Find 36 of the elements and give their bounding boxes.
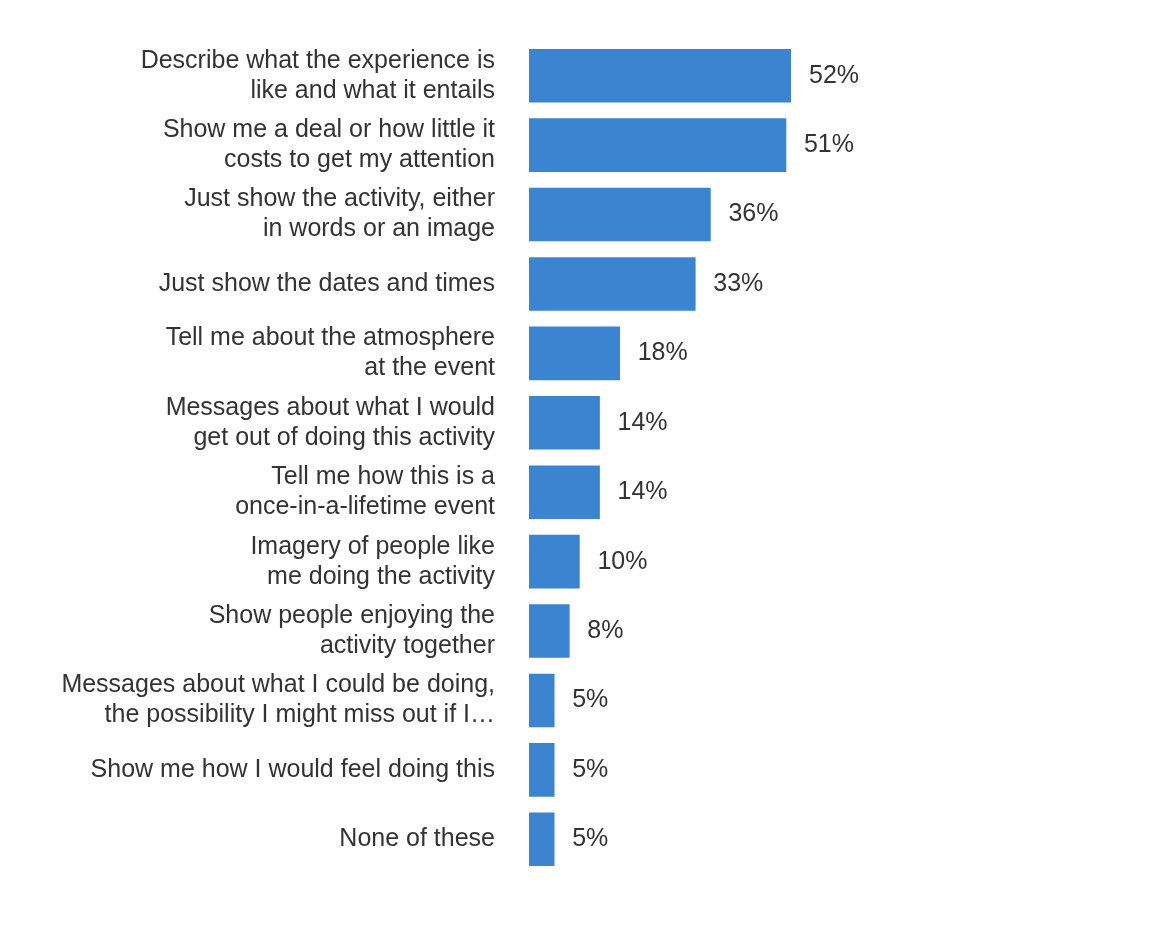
data-label: 5%	[572, 753, 609, 782]
data-label: 5%	[572, 684, 609, 713]
bar	[529, 48, 791, 103]
bar	[529, 326, 621, 381]
bar	[529, 395, 600, 450]
data-label: 14%	[617, 476, 668, 505]
y-tick-label: Show me a deal or how little it costs to get my attention	[162, 114, 496, 173]
data-label: 14%	[617, 406, 668, 435]
y-tick-label: None of these	[339, 823, 495, 852]
data-label: 5%	[572, 823, 609, 852]
bar	[529, 465, 600, 520]
data-label: 36%	[728, 198, 779, 227]
y-tick-label: Describe what the experience is like and what it entails	[140, 44, 495, 103]
bar	[529, 257, 696, 311]
data-label: 10%	[597, 545, 648, 574]
bar	[529, 604, 570, 658]
bar	[529, 812, 555, 867]
data-label: 33%	[713, 267, 764, 296]
data-label: 51%	[803, 129, 855, 158]
y-tick-label: Messages about what I would get out of doing this activity	[165, 391, 496, 450]
bar	[529, 187, 711, 242]
y-tick-label: Show people enjoying the activity together	[208, 599, 495, 658]
data-label: 8%	[587, 614, 624, 643]
bar	[529, 118, 787, 172]
bar	[529, 743, 555, 797]
y-tick-label: Messages about what I could be doing, the possibility I might miss out if I…	[61, 669, 495, 728]
y-tick-label: Imagery of people like me doing the activity	[250, 530, 496, 589]
y-tick-label: Just show the activity, either in words or an image	[184, 183, 495, 242]
bar	[529, 673, 555, 728]
data-label: 52%	[809, 59, 860, 88]
data-label: 18%	[637, 337, 688, 366]
y-tick-label: Tell me about the atmosphere at the event	[165, 322, 496, 381]
y-tick-label: Tell me how this is a once-in-a-lifetime event	[235, 461, 496, 520]
y-tick-label: Just show the dates and times	[158, 267, 495, 296]
bar	[529, 534, 580, 589]
y-tick-label: Show me how I would feel doing this	[90, 753, 495, 782]
